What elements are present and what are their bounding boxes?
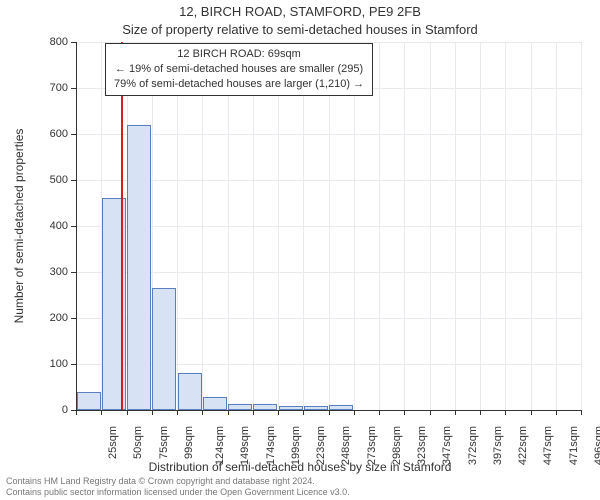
x-tick-label: 372sqm	[467, 426, 479, 465]
x-tick-label: 447sqm	[542, 426, 554, 465]
x-tick-mark	[76, 410, 77, 415]
y-tick-label: 300	[38, 266, 68, 278]
x-tick-label: 50sqm	[132, 426, 144, 459]
footer-line-1: Contains HM Land Registry data © Crown c…	[6, 476, 350, 487]
x-tick-mark	[228, 410, 229, 415]
x-tick-mark	[202, 410, 203, 415]
y-tick-mark	[71, 42, 76, 43]
y-tick-mark	[71, 272, 76, 273]
x-tick-label: 471sqm	[568, 426, 580, 465]
y-tick-mark	[71, 180, 76, 181]
x-tick-label: 223sqm	[315, 426, 327, 465]
y-tick-label: 800	[38, 36, 68, 48]
property-marker-line	[121, 42, 123, 410]
y-axis-line	[76, 42, 77, 410]
x-tick-label: 25sqm	[107, 426, 119, 459]
y-tick-mark	[71, 134, 76, 135]
x-tick-mark	[480, 410, 481, 415]
x-tick-label: 99sqm	[183, 426, 195, 459]
x-tick-mark	[581, 410, 582, 415]
info-line-property: 12 BIRCH ROAD: 69sqm	[114, 47, 364, 62]
footer-line-2: Contains public sector information licen…	[6, 487, 350, 498]
y-tick-mark	[71, 226, 76, 227]
x-tick-label: 298sqm	[391, 426, 403, 465]
info-box: 12 BIRCH ROAD: 69sqm ← 19% of semi-detac…	[105, 43, 373, 96]
x-tick-mark	[278, 410, 279, 415]
x-tick-label: 397sqm	[492, 426, 504, 465]
histogram-bar	[127, 125, 151, 410]
grid-line-h	[76, 272, 581, 273]
x-tick-mark	[505, 410, 506, 415]
page-title: 12, BIRCH ROAD, STAMFORD, PE9 2FB	[0, 4, 600, 19]
x-tick-mark	[101, 410, 102, 415]
x-tick-label: 496sqm	[593, 426, 600, 465]
y-tick-label: 700	[38, 82, 68, 94]
x-tick-mark	[556, 410, 557, 415]
histogram-bar	[178, 373, 202, 410]
x-tick-mark	[455, 410, 456, 415]
y-tick-label: 600	[38, 128, 68, 140]
y-tick-label: 0	[38, 404, 68, 416]
x-tick-mark	[127, 410, 128, 415]
x-tick-label: 124sqm	[214, 426, 226, 465]
x-tick-mark	[177, 410, 178, 415]
x-tick-mark	[329, 410, 330, 415]
grid-line-v	[581, 42, 582, 410]
grid-line-h	[76, 226, 581, 227]
y-tick-mark	[71, 318, 76, 319]
y-axis-title: Number of semi-detached properties	[12, 129, 26, 324]
x-tick-label: 347sqm	[441, 426, 453, 465]
x-tick-mark	[379, 410, 380, 415]
x-tick-mark	[404, 410, 405, 415]
x-tick-label: 149sqm	[239, 426, 251, 465]
histogram-bar	[152, 288, 176, 410]
histogram-bar	[203, 397, 227, 410]
x-tick-label: 422sqm	[517, 426, 529, 465]
histogram-plot	[76, 42, 581, 410]
grid-line-h	[76, 180, 581, 181]
x-tick-label: 323sqm	[416, 426, 428, 465]
x-tick-mark	[531, 410, 532, 415]
x-tick-mark	[303, 410, 304, 415]
x-tick-mark	[253, 410, 254, 415]
x-tick-label: 199sqm	[290, 426, 302, 465]
info-line-smaller: ← 19% of semi-detached houses are smalle…	[114, 62, 364, 77]
y-tick-label: 200	[38, 312, 68, 324]
histogram-bar	[77, 392, 101, 410]
info-line-larger: 79% of semi-detached houses are larger (…	[114, 77, 364, 92]
y-tick-label: 400	[38, 220, 68, 232]
x-tick-mark	[354, 410, 355, 415]
x-tick-mark	[152, 410, 153, 415]
x-tick-mark	[430, 410, 431, 415]
x-tick-label: 248sqm	[340, 426, 352, 465]
footer-attribution: Contains HM Land Registry data © Crown c…	[6, 476, 350, 498]
y-tick-label: 100	[38, 358, 68, 370]
y-tick-mark	[71, 364, 76, 365]
x-tick-label: 273sqm	[366, 426, 378, 465]
x-tick-label: 75sqm	[158, 426, 170, 459]
grid-line-h	[76, 134, 581, 135]
y-tick-label: 500	[38, 174, 68, 186]
page-subtitle: Size of property relative to semi-detach…	[0, 22, 600, 37]
y-tick-mark	[71, 88, 76, 89]
x-tick-label: 174sqm	[265, 426, 277, 465]
